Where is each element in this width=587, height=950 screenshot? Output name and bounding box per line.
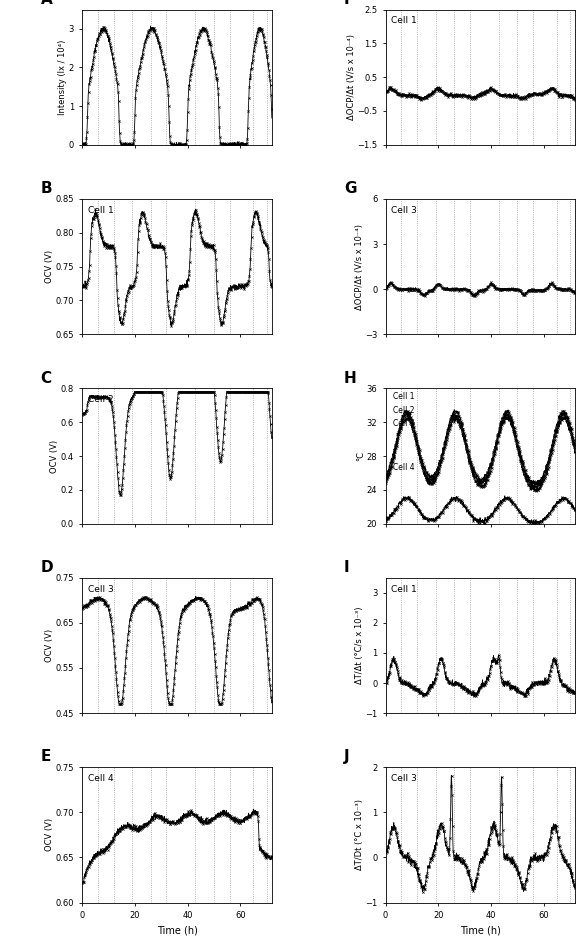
- Text: F: F: [344, 0, 355, 7]
- Text: Cell 3: Cell 3: [392, 206, 417, 215]
- Y-axis label: OCV (V): OCV (V): [50, 440, 59, 472]
- Y-axis label: °C: °C: [356, 451, 365, 461]
- Y-axis label: ΔOCP/Δt (V/s x 10⁻⁴): ΔOCP/Δt (V/s x 10⁻⁴): [355, 223, 363, 310]
- Text: E: E: [41, 750, 51, 765]
- Text: H: H: [344, 370, 357, 386]
- Y-axis label: Intensity (lx / 10⁴): Intensity (lx / 10⁴): [58, 40, 67, 115]
- Text: Cell 3: Cell 3: [393, 420, 415, 428]
- Text: C: C: [41, 370, 52, 386]
- Y-axis label: ΔT/Δt (°C/s x 10⁻³): ΔT/Δt (°C/s x 10⁻³): [355, 607, 363, 684]
- Y-axis label: OCV (V): OCV (V): [45, 629, 54, 662]
- Text: Cell 3: Cell 3: [88, 584, 114, 594]
- Text: Cell 1: Cell 1: [392, 16, 417, 26]
- Text: Cell 1: Cell 1: [88, 206, 114, 215]
- X-axis label: Time (h): Time (h): [460, 925, 501, 936]
- Y-axis label: ΔOCP/Δt (V/s x 10⁻⁴): ΔOCP/Δt (V/s x 10⁻⁴): [347, 34, 356, 120]
- Text: Cell 3: Cell 3: [392, 774, 417, 783]
- Text: Cell 1: Cell 1: [393, 392, 414, 402]
- X-axis label: Time (h): Time (h): [157, 925, 197, 936]
- Y-axis label: OCV (V): OCV (V): [45, 818, 54, 851]
- Y-axis label: ΔT/Dt (°C x 10⁻³): ΔT/Dt (°C x 10⁻³): [355, 799, 363, 870]
- Text: J: J: [344, 750, 349, 765]
- Text: Cell 4: Cell 4: [88, 774, 113, 783]
- Text: I: I: [344, 560, 349, 575]
- Text: B: B: [41, 181, 52, 197]
- Text: G: G: [344, 181, 356, 197]
- Text: D: D: [41, 560, 53, 575]
- Text: A: A: [41, 0, 52, 7]
- Y-axis label: OCV (V): OCV (V): [45, 250, 54, 283]
- Text: Cell 2: Cell 2: [88, 395, 113, 404]
- Text: Cell 1: Cell 1: [392, 584, 417, 594]
- Text: Cell 2: Cell 2: [393, 406, 414, 415]
- Text: Cell 4: Cell 4: [393, 463, 415, 472]
